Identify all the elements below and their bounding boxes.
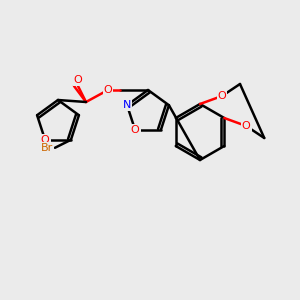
Text: O: O xyxy=(103,85,112,95)
Text: O: O xyxy=(74,75,82,85)
Text: O: O xyxy=(242,121,250,131)
Text: N: N xyxy=(123,100,131,110)
Text: Br: Br xyxy=(41,143,53,153)
Text: O: O xyxy=(131,125,140,135)
Text: O: O xyxy=(218,91,226,101)
Text: O: O xyxy=(41,135,50,145)
